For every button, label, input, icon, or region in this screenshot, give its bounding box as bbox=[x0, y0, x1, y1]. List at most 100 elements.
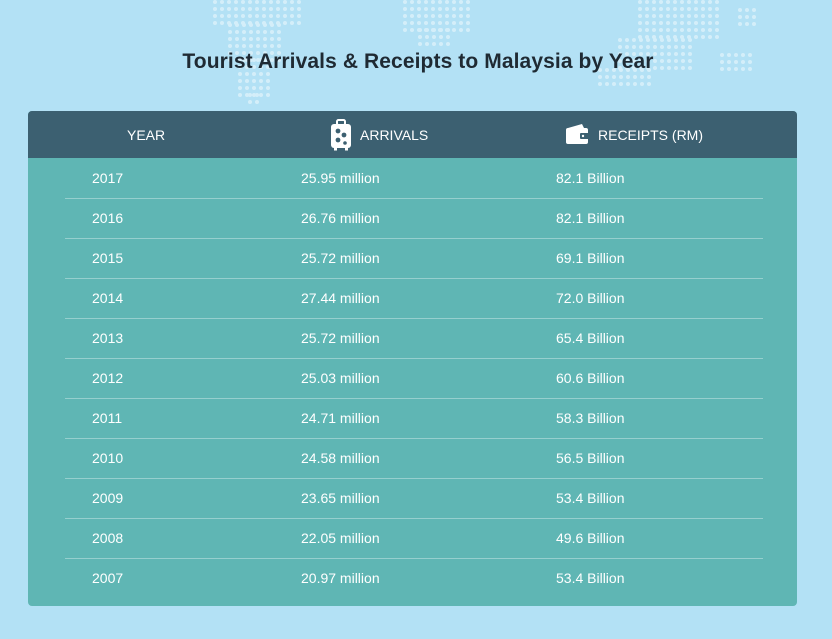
map-dot bbox=[290, 0, 294, 4]
map-dot bbox=[752, 15, 756, 19]
map-dot bbox=[234, 0, 238, 4]
map-dot bbox=[715, 35, 719, 39]
map-dot bbox=[255, 7, 259, 11]
map-dot bbox=[245, 79, 249, 83]
map-dot bbox=[403, 14, 407, 18]
map-dot bbox=[638, 0, 642, 4]
world-map-decoration bbox=[213, 0, 756, 104]
map-dot bbox=[653, 66, 657, 70]
map-dot bbox=[255, 14, 259, 18]
map-dot bbox=[639, 59, 643, 63]
map-dot bbox=[252, 86, 256, 90]
table-row: 2012 25.03 million 60.6 Billion bbox=[28, 358, 797, 398]
data-table: YEAR ARRIVALS bbox=[28, 111, 797, 606]
map-dot bbox=[242, 58, 246, 62]
map-dot bbox=[745, 15, 749, 19]
cell-year: 2015 bbox=[92, 250, 124, 266]
map-dot bbox=[262, 7, 266, 11]
map-dot bbox=[638, 28, 642, 32]
cell-year: 2007 bbox=[92, 570, 124, 586]
map-dot bbox=[263, 37, 267, 41]
map-dot bbox=[605, 82, 609, 86]
map-dot bbox=[652, 21, 656, 25]
map-dot bbox=[277, 37, 281, 41]
map-dot bbox=[417, 21, 421, 25]
map-dot bbox=[269, 7, 273, 11]
map-dot bbox=[741, 60, 745, 64]
cell-receipts: 49.6 Billion bbox=[556, 530, 625, 546]
map-dot bbox=[688, 59, 692, 63]
map-dot bbox=[418, 42, 422, 46]
map-dot bbox=[283, 0, 287, 4]
map-dot bbox=[688, 66, 692, 70]
wallet-icon bbox=[566, 123, 589, 144]
map-dot bbox=[297, 7, 301, 11]
map-dot bbox=[666, 7, 670, 11]
map-dot bbox=[283, 14, 287, 18]
map-dot bbox=[228, 30, 232, 34]
map-dot bbox=[245, 93, 249, 97]
map-dot bbox=[438, 0, 442, 4]
map-dot bbox=[238, 86, 242, 90]
map-dot bbox=[242, 23, 246, 27]
map-dot bbox=[252, 79, 256, 83]
map-dot bbox=[235, 37, 239, 41]
map-dot bbox=[659, 21, 663, 25]
map-dot bbox=[438, 7, 442, 11]
map-dot bbox=[667, 38, 671, 42]
map-dot bbox=[666, 14, 670, 18]
map-dot bbox=[667, 59, 671, 63]
map-dot bbox=[459, 28, 463, 32]
map-dot bbox=[418, 28, 422, 32]
map-dot bbox=[266, 65, 270, 69]
map-dot bbox=[625, 59, 629, 63]
map-dot bbox=[618, 59, 622, 63]
map-dot bbox=[256, 58, 260, 62]
header-arrivals: ARRIVALS bbox=[328, 111, 428, 158]
map-dot bbox=[652, 14, 656, 18]
map-dot bbox=[688, 38, 692, 42]
map-dot bbox=[213, 21, 217, 25]
map-dot bbox=[259, 58, 263, 62]
cell-receipts: 65.4 Billion bbox=[556, 330, 625, 346]
map-dot bbox=[432, 42, 436, 46]
map-dot bbox=[290, 7, 294, 11]
map-dot bbox=[626, 68, 630, 72]
map-dot bbox=[403, 7, 407, 11]
map-dot bbox=[277, 30, 281, 34]
cell-arrivals: 23.65 million bbox=[301, 490, 380, 506]
map-dot bbox=[228, 37, 232, 41]
map-dot bbox=[220, 7, 224, 11]
map-dot bbox=[741, 67, 745, 71]
map-dot bbox=[638, 21, 642, 25]
map-dot bbox=[256, 23, 260, 27]
map-dot bbox=[466, 28, 470, 32]
map-dot bbox=[252, 93, 256, 97]
map-dot bbox=[674, 59, 678, 63]
map-dot bbox=[645, 21, 649, 25]
map-dot bbox=[647, 82, 651, 86]
map-dot bbox=[660, 59, 664, 63]
map-dot bbox=[646, 59, 650, 63]
map-dot bbox=[459, 0, 463, 4]
map-dot bbox=[252, 58, 256, 62]
map-dot bbox=[715, 7, 719, 11]
table-row: 2015 25.72 million 69.1 Billion bbox=[28, 238, 797, 278]
map-dot bbox=[459, 21, 463, 25]
map-dot bbox=[605, 75, 609, 79]
map-dot bbox=[266, 86, 270, 90]
header-receipts-label: RECEIPTS (RM) bbox=[598, 126, 703, 143]
map-dot bbox=[424, 14, 428, 18]
map-dot bbox=[653, 52, 657, 56]
map-dot bbox=[745, 22, 749, 26]
map-dot bbox=[234, 14, 238, 18]
map-dot bbox=[445, 0, 449, 4]
map-dot bbox=[235, 58, 239, 62]
map-dot bbox=[660, 38, 664, 42]
map-dot bbox=[418, 35, 422, 39]
map-dot bbox=[403, 21, 407, 25]
cell-receipts: 58.3 Billion bbox=[556, 410, 625, 426]
map-dot bbox=[659, 28, 663, 32]
map-dot bbox=[720, 53, 724, 57]
map-dot bbox=[688, 52, 692, 56]
